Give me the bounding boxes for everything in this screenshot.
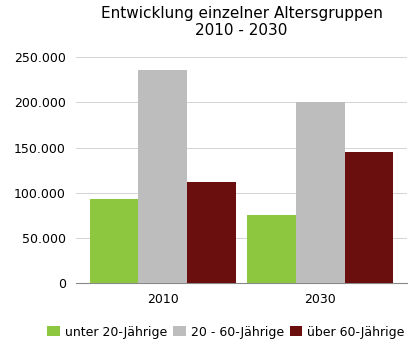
Legend: unter 20-Jährige, 20 - 60-Jährige, über 60-Jährige: unter 20-Jährige, 20 - 60-Jährige, über … xyxy=(42,321,410,343)
Bar xyxy=(187,182,236,283)
Title: Entwicklung einzelner Altersgruppen
2010 - 2030: Entwicklung einzelner Altersgruppen 2010… xyxy=(100,6,383,38)
Bar xyxy=(296,102,344,283)
Bar xyxy=(89,199,139,283)
Bar xyxy=(344,152,394,283)
Bar xyxy=(139,70,187,283)
Bar xyxy=(247,215,296,283)
